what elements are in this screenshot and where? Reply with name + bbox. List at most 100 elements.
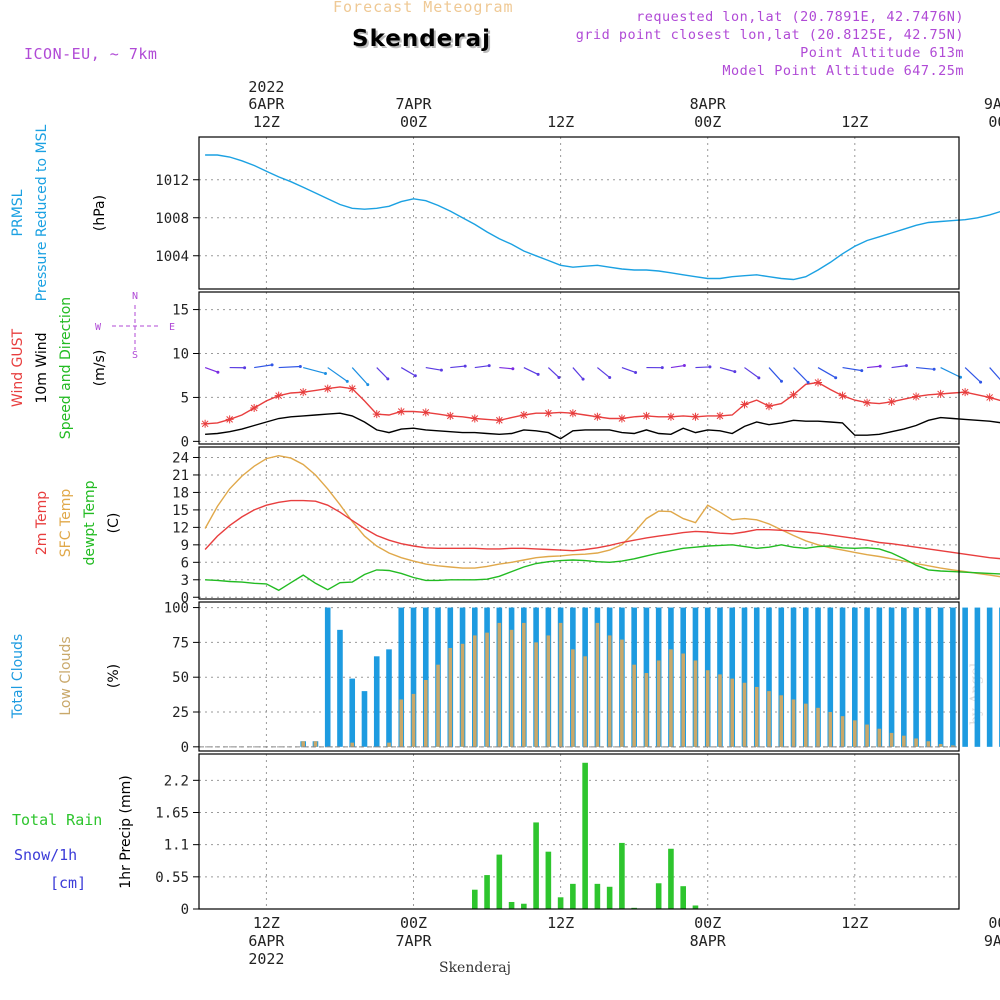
total-cloud-bar (753, 607, 760, 747)
total-cloud-bar (422, 607, 429, 747)
rain-bar (668, 848, 674, 909)
y-tick-label: 6 (181, 555, 189, 571)
y-tick-label: 0 (181, 590, 189, 606)
y-tick-label: 9 (181, 538, 189, 554)
wind-arrow (376, 367, 389, 380)
rain-bar (533, 822, 539, 909)
y-tick-label: 1012 (155, 173, 189, 189)
wind-arrow-head (413, 374, 417, 378)
total-cloud-bar (337, 629, 343, 747)
wind-arrow (964, 367, 981, 383)
grid-point-lonlat: grid point closest lon,lat (20.8125E, 42… (575, 27, 964, 43)
wind-arrow (204, 366, 219, 373)
total-cloud-bar (361, 691, 368, 747)
low-cloud-bar (571, 649, 575, 747)
low-cloud-bar (902, 735, 906, 747)
low-cloud-bar (926, 741, 931, 747)
wind-arrow-head (959, 375, 963, 379)
top-day-label: 6APR (248, 95, 285, 113)
total-cloud-bar (864, 607, 870, 747)
wind-arrow-head (660, 366, 664, 370)
low-cloud-bar (350, 742, 355, 747)
gust-marker (250, 403, 259, 412)
gust-marker (421, 408, 430, 417)
gust-marker (495, 416, 504, 425)
wind-arrow-head (487, 364, 491, 368)
wind-arrow (719, 366, 735, 373)
total-cloud-bar (852, 607, 858, 747)
low-cloud-bar (681, 653, 685, 747)
wind-arrow (499, 366, 513, 370)
gust-marker (863, 398, 872, 407)
rain-bar (508, 901, 515, 909)
low-cloud-bar (411, 693, 416, 747)
wind-arrow-head (581, 377, 585, 381)
cloud-ylabel: (%) (106, 664, 122, 688)
wind-arrow (351, 367, 369, 385)
panel-frame (198, 753, 960, 910)
wind-arrow (400, 367, 416, 377)
pressure-title-2: Pressure Reduced to MSL (34, 124, 50, 301)
precip-title-rain: Total Rain (12, 811, 102, 829)
low-cloud-bar (951, 745, 955, 747)
wind-arrow (523, 367, 539, 375)
total-cloud-bar (790, 607, 797, 747)
total-cloud-bar (324, 607, 331, 747)
low-cloud-bar (509, 629, 514, 747)
gust-marker (912, 392, 921, 401)
top-day-label: 9APR (984, 95, 1000, 113)
low-cloud-bar (754, 686, 759, 747)
wind-arrow (867, 365, 881, 369)
low-cloud-bar (632, 664, 636, 747)
low-cloud-bar (803, 703, 808, 747)
compass-s: S (132, 350, 138, 361)
wind-arrow-head (557, 375, 561, 379)
panel-frame (198, 136, 960, 290)
model-point-altitude: Model Point Altitude 647.25m (722, 63, 964, 79)
low-cloud-bar (840, 716, 845, 747)
total-cloud-bar (950, 607, 956, 747)
gust-marker (887, 397, 896, 406)
wind-arrow (842, 366, 862, 372)
wind-arrow (572, 367, 584, 380)
top-time-label: 12Z (547, 113, 574, 131)
gust-marker (765, 402, 773, 411)
wind-speed-line (205, 412, 1000, 440)
pressure-ylabel: (hPa) (92, 195, 108, 231)
bottom-time-label: 12Z (841, 914, 868, 932)
y-tick-label: 50 (172, 670, 189, 686)
requested-lonlat: requested lon,lat (20.7891E, 42.7476N) (636, 9, 964, 25)
low-cloud-bar (693, 660, 698, 747)
meteogram-title: Forecast Meteogram (333, 0, 514, 16)
total-cloud-bar (974, 607, 981, 747)
panel-frame (198, 446, 960, 600)
top-day-label: 8APR (690, 95, 727, 113)
compass-n: N (132, 291, 138, 302)
low-cloud-bar (485, 632, 489, 747)
bottom-day-label: 6APR (248, 932, 285, 950)
wind-arrow (670, 364, 685, 369)
wind-arrow-head (979, 380, 983, 384)
gust-marker (691, 412, 700, 421)
wind-arrow-head (366, 383, 370, 387)
wind-title-3: Speed and Direction (58, 297, 74, 439)
y-tick-label: 25 (172, 705, 189, 721)
y-tick-label: 0 (181, 902, 189, 918)
y-tick-label: 24 (172, 450, 189, 466)
gust-marker (299, 388, 308, 397)
temp-title-2: SFC Temp (58, 489, 74, 558)
cloud-title-2: Low Clouds (58, 636, 74, 715)
temp-title-1: 2m Temp (34, 491, 50, 555)
top-time-label: 00Z (694, 113, 721, 131)
total-cloud-bar (766, 607, 772, 747)
wind-arrow (474, 365, 490, 369)
text-layer: 1004100810120510150369121518212402550751… (10, 78, 1000, 976)
total-cloud-bar (802, 607, 809, 747)
wind-arrow-head (323, 371, 327, 375)
wind-arrow-head (904, 364, 908, 368)
total-cloud-bar (986, 607, 993, 747)
top-year-label: 2022 (248, 78, 284, 96)
low-cloud-bar (828, 712, 833, 747)
wind-arrow-head (779, 379, 783, 383)
total-cloud-bar (410, 607, 417, 747)
